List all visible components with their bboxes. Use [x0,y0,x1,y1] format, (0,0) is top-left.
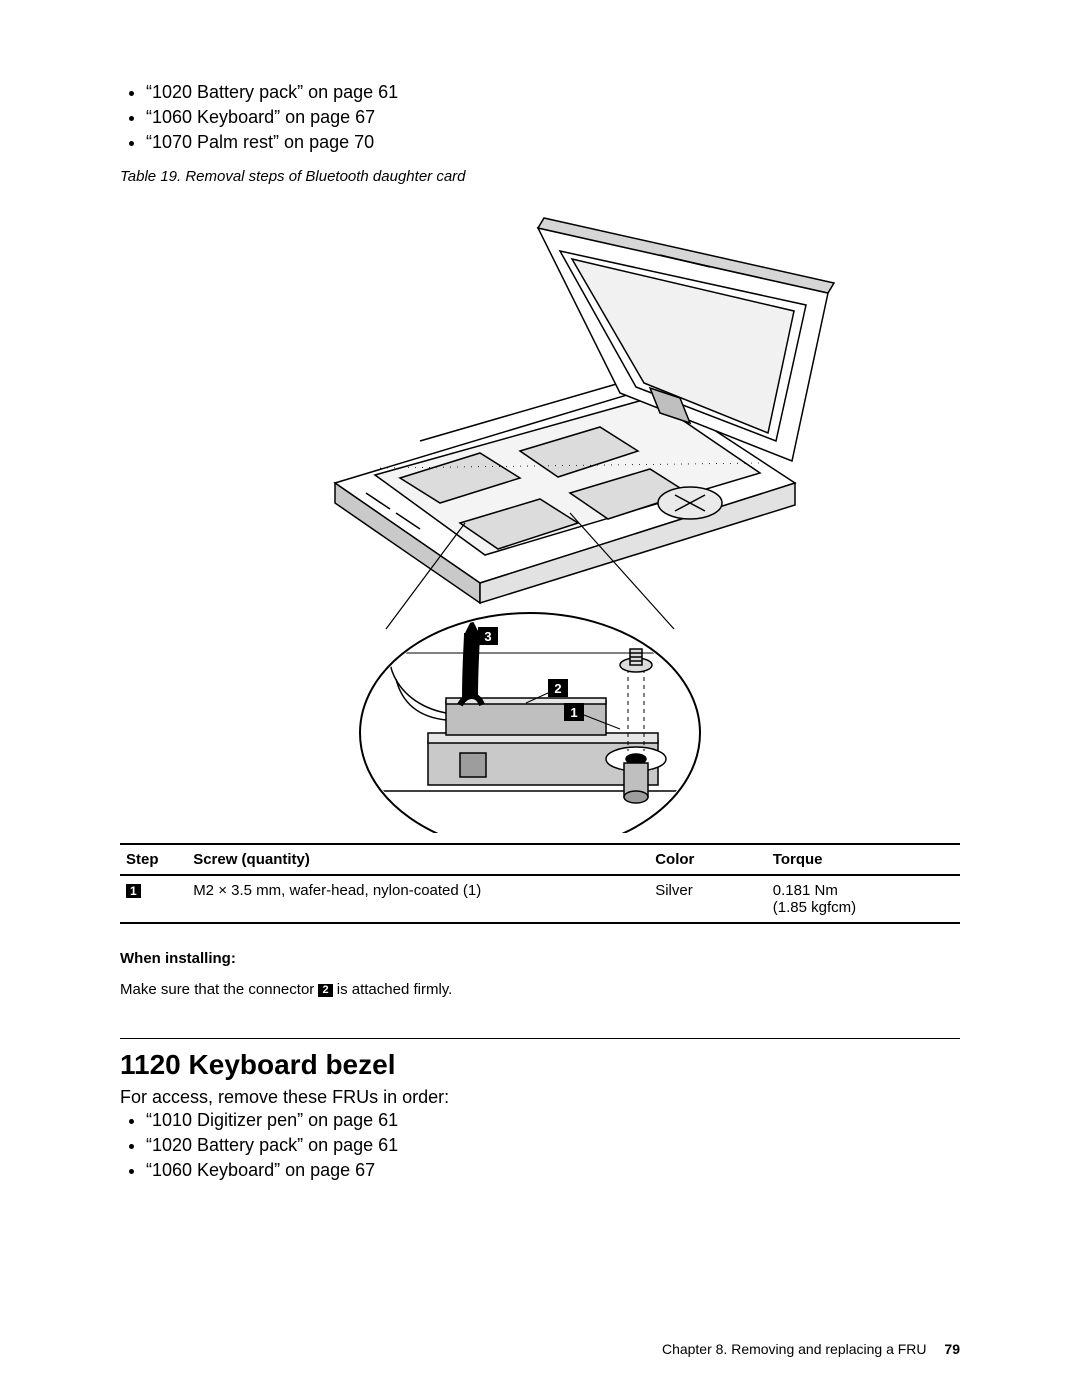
diagram-svg: 3 2 1 [220,193,860,833]
list-item: “1010 Digitizer pen” on page 61 [146,1108,960,1133]
access-line: For access, remove these FRUs in order: [120,1087,960,1108]
list-item: “1060 Keyboard” on page 67 [146,1158,960,1183]
install-badge: 2 [318,984,332,997]
list-item: “1020 Battery pack” on page 61 [146,1133,960,1158]
list-item: “1060 Keyboard” on page 67 [146,105,960,130]
cell-torque: 0.181 Nm (1.85 kgfcm) [767,875,960,923]
callout-1: 1 [570,705,577,720]
prereq-list-top: “1020 Battery pack” on page 61 “1060 Key… [120,80,960,156]
cell-screw: M2 × 3.5 mm, wafer-head, nylon-coated (1… [187,875,649,923]
list-item: “1020 Battery pack” on page 61 [146,80,960,105]
th-torque: Torque [767,844,960,875]
th-step: Step [120,844,187,875]
install-text: Make sure that the connector 2 is attach… [120,981,960,998]
table-row: 1 M2 × 3.5 mm, wafer-head, nylon-coated … [120,875,960,923]
section-rule [120,1038,960,1039]
page-footer: Chapter 8. Removing and replacing a FRU … [662,1341,960,1357]
cell-color: Silver [649,875,767,923]
step-badge: 1 [126,884,141,898]
section-title: 1120 Keyboard bezel [120,1049,960,1081]
install-suffix: is attached firmly. [333,981,453,998]
prereq-list-bottom: “1010 Digitizer pen” on page 61 “1020 Ba… [120,1108,960,1184]
install-heading: When installing: [120,950,960,967]
footer-page: 79 [944,1341,960,1357]
callout-2: 2 [554,681,561,696]
page: “1020 Battery pack” on page 61 “1060 Key… [0,0,1080,1397]
footer-chapter: Chapter 8. Removing and replacing a FRU [662,1341,927,1357]
callout-3: 3 [484,629,491,644]
install-prefix: Make sure that the connector [120,981,318,998]
th-color: Color [649,844,767,875]
list-item: “1070 Palm rest” on page 70 [146,130,960,155]
screw-table: Step Screw (quantity) Color Torque 1 M2 … [120,843,960,924]
table-caption: Table 19. Removal steps of Bluetooth dau… [120,168,960,185]
figure: 3 2 1 [120,193,960,833]
th-screw: Screw (quantity) [187,844,649,875]
